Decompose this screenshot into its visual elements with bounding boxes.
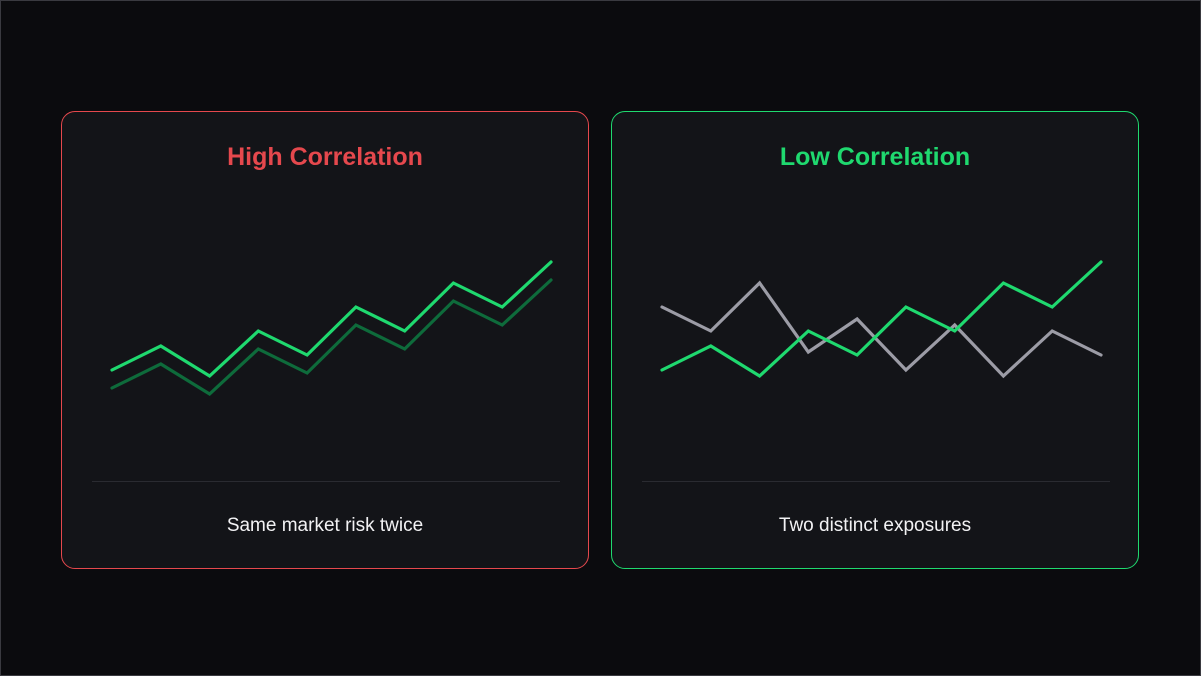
panel-caption: Same market risk twice	[226, 515, 424, 536]
high-correlation-chart	[110, 260, 553, 396]
low-correlation-chart	[660, 260, 1103, 379]
series-line-2	[660, 280, 1103, 379]
series-line-1	[110, 260, 553, 378]
high-correlation-panel: High Correlation Same market risk twice	[61, 111, 589, 569]
chart-baseline	[92, 481, 560, 482]
low-correlation-panel: Low Correlation Two distinct exposures	[611, 111, 1139, 569]
series-line-2	[110, 278, 553, 396]
panel-title: High Correlation	[227, 143, 423, 171]
series-line-1	[660, 260, 1103, 378]
panel-caption: Two distinct exposures	[778, 515, 972, 536]
chart-baseline	[642, 481, 1110, 482]
panel-title: Low Correlation	[779, 143, 971, 171]
